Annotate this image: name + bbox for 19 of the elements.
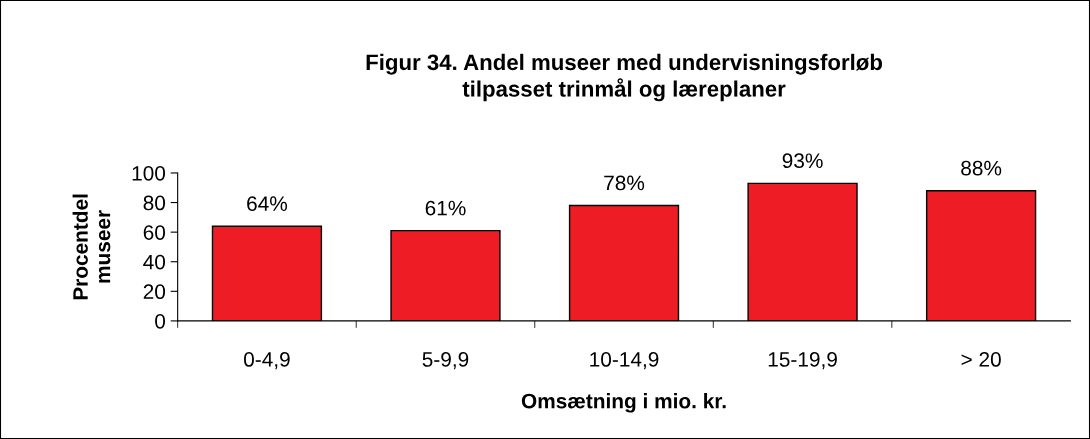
data-label: 78% — [604, 175, 645, 191]
y-tick-label: 60 — [143, 225, 166, 240]
x-tick-label: 5-9,9 — [422, 352, 469, 370]
y-tick-label: 20 — [143, 284, 166, 300]
x-tick-label: 10-14,9 — [590, 352, 659, 370]
data-label: 64% — [247, 196, 288, 211]
y-tick-label: 40 — [143, 254, 166, 270]
x-tick-label: > 20 — [961, 352, 1001, 367]
y-tick-label: 100 — [132, 165, 166, 181]
y-tick-label: 0 — [155, 313, 166, 329]
x-tick-label: 15-19,9 — [768, 352, 837, 370]
x-tick-label: 0-4,9 — [244, 352, 290, 370]
data-label: 93% — [782, 153, 823, 169]
y-tick-label: 80 — [143, 195, 166, 211]
data-label: 88% — [961, 160, 1002, 176]
data-label: 61% — [425, 200, 466, 216]
chart-title: Figur 34. Andel museer med undervisningsforløb tilpasset trinmål og læreplaner — [366, 53, 883, 102]
x-axis-title: Omsætning i mio. kr. — [521, 393, 726, 413]
y-axis-title: Procentdel museer — [72, 194, 111, 300]
